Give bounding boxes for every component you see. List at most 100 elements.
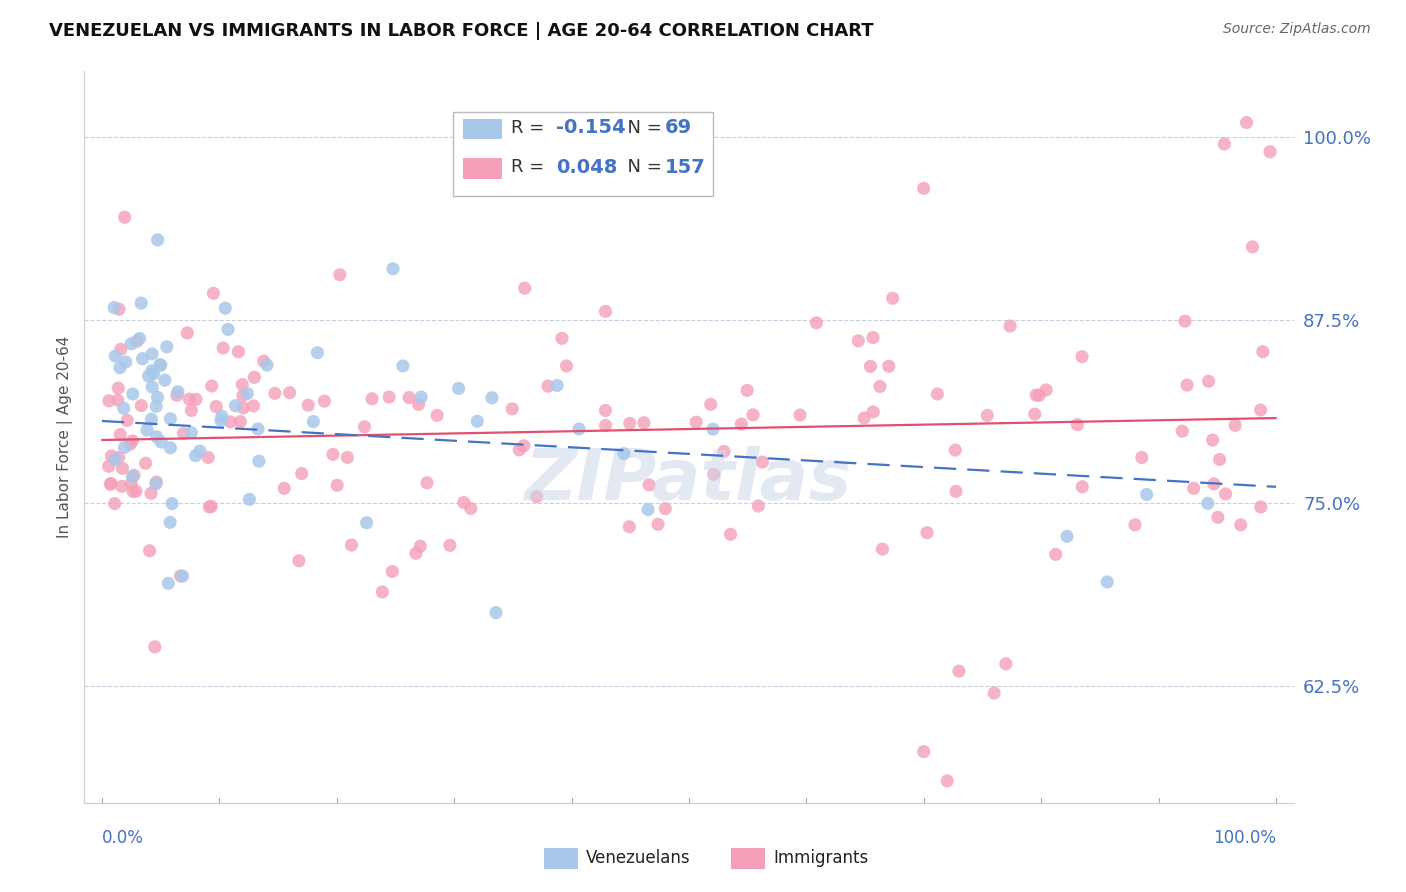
Point	[501, 401, 523, 416]
Point	[619, 417, 641, 431]
Point	[371, 585, 394, 599]
Point	[381, 565, 404, 579]
Point	[224, 399, 246, 413]
Point	[1035, 383, 1057, 397]
Point	[184, 392, 207, 407]
Point	[1250, 403, 1272, 417]
Point	[595, 418, 617, 433]
Point	[685, 415, 707, 429]
Point	[98, 477, 121, 491]
Point	[256, 358, 278, 372]
Point	[633, 416, 655, 430]
Text: VENEZUELAN VS IMMIGRANTS IN LABOR FORCE | AGE 20-64 CORRELATION CHART: VENEZUELAN VS IMMIGRANTS IN LABOR FORCE …	[49, 22, 875, 40]
Point	[1251, 344, 1274, 359]
Point	[107, 393, 129, 408]
Point	[273, 481, 295, 495]
Point	[120, 476, 142, 491]
Point	[846, 334, 869, 348]
Point	[426, 409, 449, 423]
Point	[1215, 487, 1237, 501]
Point	[983, 686, 1005, 700]
Text: Venezuelans: Venezuelans	[586, 849, 690, 867]
Point	[135, 456, 157, 470]
Point	[460, 501, 482, 516]
Point	[613, 447, 636, 461]
Point	[160, 497, 183, 511]
Point	[1024, 407, 1046, 421]
Point	[1045, 548, 1067, 562]
Point	[288, 554, 311, 568]
Point	[219, 415, 242, 429]
Point	[125, 334, 148, 349]
Point	[172, 569, 194, 583]
Point	[353, 419, 375, 434]
Point	[211, 409, 233, 424]
Text: R =: R =	[512, 119, 550, 136]
Point	[264, 386, 287, 401]
Point	[1123, 517, 1146, 532]
Point	[307, 345, 329, 359]
Point	[110, 343, 132, 357]
Point	[751, 455, 773, 469]
Point	[180, 425, 202, 440]
Point	[205, 400, 228, 414]
Point	[936, 773, 959, 788]
Point	[1130, 450, 1153, 465]
Point	[202, 286, 225, 301]
FancyBboxPatch shape	[463, 119, 502, 139]
Point	[853, 411, 876, 425]
Point	[141, 363, 163, 377]
Point	[157, 576, 180, 591]
Point	[159, 516, 181, 530]
Text: ZIPatlas: ZIPatlas	[526, 447, 852, 516]
Point	[513, 281, 536, 295]
Point	[862, 330, 884, 344]
Point	[149, 358, 172, 372]
Point	[405, 546, 427, 560]
Point	[231, 377, 253, 392]
Point	[943, 443, 966, 458]
Point	[114, 211, 136, 225]
Point	[730, 417, 752, 431]
Point	[994, 657, 1017, 671]
Point	[1201, 433, 1223, 447]
Point	[1071, 480, 1094, 494]
Point	[647, 517, 669, 532]
Point	[1025, 388, 1047, 402]
Point	[111, 479, 134, 493]
Y-axis label: In Labor Force | Age 20-64: In Labor Force | Age 20-64	[58, 336, 73, 538]
Point	[1229, 517, 1251, 532]
Point	[115, 413, 138, 427]
Point	[291, 467, 314, 481]
Point	[243, 370, 266, 384]
Point	[1056, 529, 1078, 543]
Point	[228, 344, 250, 359]
Text: -0.154: -0.154	[555, 118, 626, 137]
Point	[141, 347, 163, 361]
Point	[382, 261, 405, 276]
Point	[742, 408, 765, 422]
Point	[100, 449, 122, 463]
Point	[568, 422, 591, 436]
Point	[145, 430, 167, 444]
Point	[326, 478, 349, 492]
Point	[138, 543, 160, 558]
Point	[1198, 374, 1220, 388]
Point	[159, 441, 181, 455]
Point	[125, 484, 148, 499]
Point	[145, 476, 167, 491]
Point	[141, 412, 163, 426]
Point	[142, 367, 165, 381]
Point	[447, 381, 470, 395]
Point	[1136, 487, 1159, 501]
Point	[1213, 136, 1236, 151]
Point	[108, 302, 131, 317]
Point	[1206, 510, 1229, 524]
Point	[378, 390, 401, 404]
Point	[232, 389, 254, 403]
Point	[110, 427, 132, 442]
Point	[453, 495, 475, 509]
Point	[197, 450, 219, 465]
Point	[1171, 424, 1194, 438]
Text: Source: ZipAtlas.com: Source: ZipAtlas.com	[1223, 22, 1371, 37]
